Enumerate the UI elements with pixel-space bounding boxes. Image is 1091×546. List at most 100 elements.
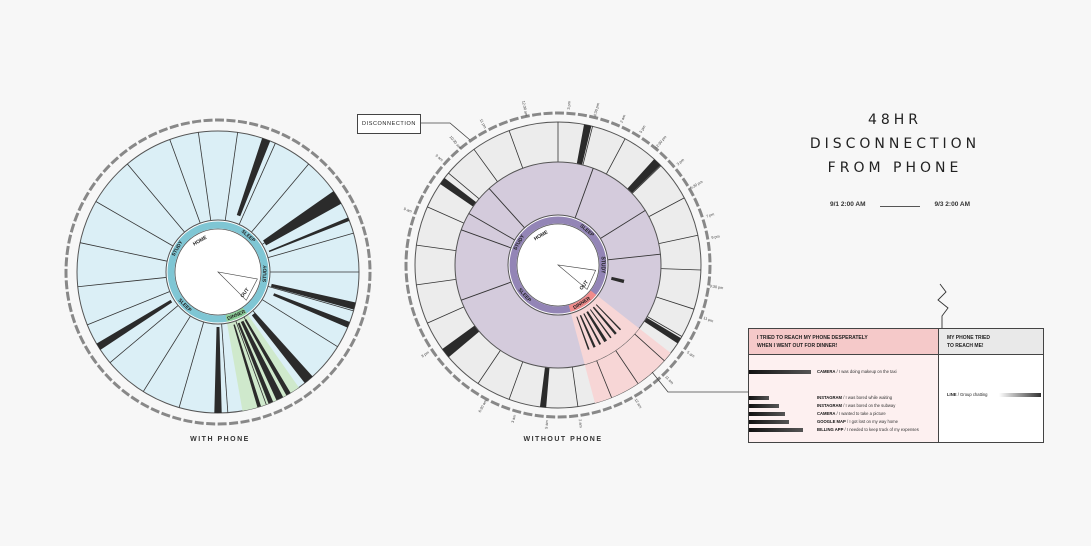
usage-wedge [96, 299, 173, 350]
usage-bar [749, 370, 811, 374]
start-date: 9/1 2:00 AM [830, 201, 866, 208]
reach-attempt-line [468, 213, 515, 241]
dinner-ring-segment [568, 290, 597, 312]
usage-wedge [236, 138, 271, 217]
outer-divider [427, 206, 465, 224]
page-title: 48HR DISCONNECTION FROM PHONE [790, 108, 1000, 180]
reach-phone-header: I TRIED TO REACH MY PHONE DESPERATELY WH… [749, 329, 939, 355]
usage-entry: INSTAGRAM / I was bored while waiting [749, 395, 939, 401]
activity-ring [509, 216, 607, 314]
outer-divider [582, 126, 593, 166]
ring-label-study: STUDY [600, 257, 606, 275]
outer-divider [473, 149, 498, 182]
time-divider [261, 299, 338, 348]
usage-wedge [237, 322, 274, 404]
usage-bar [749, 420, 789, 424]
outer-usage-wedge [442, 325, 480, 357]
time-divider [87, 291, 170, 326]
time-divider [267, 285, 354, 312]
outer-divider [416, 244, 457, 252]
usage-text: CAMERA / I wanted to take a picture [817, 411, 886, 416]
time-divider [95, 201, 174, 247]
usage-wedge [251, 312, 313, 384]
reach-phone-header-line-1: I TRIED TO REACH MY PHONE DESPERATELY [757, 335, 868, 341]
time-label: 11 am [664, 375, 674, 385]
usage-text: CAMERA / I was doing makeup on the taxi [817, 369, 897, 374]
outer-divider [508, 130, 524, 169]
usage-entry: BILLING APP / I needed to keep track of … [749, 427, 939, 433]
time-label: 5 am [686, 350, 695, 358]
outer-divider [571, 366, 579, 407]
outer-divider [647, 316, 683, 337]
time-label: 2 am [578, 419, 583, 428]
time-divider [251, 163, 309, 233]
outer-divider [660, 268, 701, 271]
time-divider [109, 305, 179, 363]
phone-reach-me-header-line-2: TO REACH ME! [947, 343, 984, 349]
time-label: 11 pm [479, 118, 487, 129]
disconnection-label: DISCONNECTION [357, 114, 421, 134]
signal-zigzag-icon [937, 283, 949, 328]
outer-usage-wedge [576, 124, 592, 165]
reach-attempt-line [574, 168, 594, 219]
incoming-entry: LINE / Group chatting [947, 391, 1041, 399]
usage-bar [749, 396, 769, 400]
date-range: 9/1 2:00 AM 9/3 2:00 AM [830, 201, 970, 213]
reach-attempt-line [461, 281, 512, 301]
time-divider [142, 315, 191, 392]
incoming-bar [999, 393, 1041, 397]
time-label: 6:30 am [478, 399, 488, 413]
outer-divider [634, 333, 665, 361]
usage-wedge [610, 276, 625, 284]
outer-divider [596, 360, 612, 398]
ring-label-study: STUDY [262, 264, 269, 282]
outer-usage-wedge [627, 159, 661, 194]
outer-divider [477, 350, 501, 384]
outer-divider [631, 165, 662, 194]
dinner-usage-wedge [586, 311, 608, 343]
dinner-usage-wedge [592, 306, 617, 335]
time-divider [267, 232, 354, 259]
outer-divider [416, 278, 457, 286]
phone-reach-me-header-line-1: MY PHONE TRIED [947, 335, 990, 341]
time-label: 9 am [403, 207, 412, 214]
reach-phone-entries: CAMERA / I was doing makeup on the taxi … [749, 355, 939, 442]
time-divider [127, 163, 185, 233]
time-divider [178, 321, 205, 408]
outer-usage-wedge [440, 177, 477, 207]
time-label: 7 pm [706, 212, 715, 218]
outer-divider [606, 138, 626, 175]
ring-label-out: OUT [239, 287, 250, 299]
out-pointer [557, 264, 597, 290]
outer-usage-wedge [539, 367, 550, 408]
activity-ring [167, 221, 269, 323]
title-line-2: DISCONNECTION [809, 136, 981, 152]
outer-divider [658, 234, 698, 244]
time-label: 5:30 pm [690, 180, 704, 190]
time-divider [224, 132, 239, 221]
out-pointer [217, 271, 258, 301]
dinner-usage-wedge [589, 309, 612, 339]
usage-wedge [273, 293, 350, 328]
disconnection-leader [419, 122, 471, 141]
outer-divider [448, 172, 480, 200]
time-divider [77, 277, 167, 288]
incoming-text: LINE / Group chatting [947, 392, 988, 397]
time-label: 9:30 pm [709, 284, 723, 290]
panel-leader [651, 371, 748, 393]
outer-divider [655, 296, 695, 310]
time-label: 3 am [511, 414, 517, 423]
usage-text: GOOGLE MAP / I got lost on my way home [817, 419, 898, 424]
time-label: 9 pm [711, 235, 720, 240]
usage-bar [749, 412, 785, 416]
without-phone-caption: WITHOUT PHONE [523, 436, 603, 443]
usage-text: INSTAGRAM / I was bored on the subway [817, 403, 896, 408]
outer-divider [615, 350, 639, 384]
usage-wedge [214, 326, 222, 413]
time-label: 2 am [620, 114, 627, 123]
ring-label-out: OUT [579, 280, 590, 292]
